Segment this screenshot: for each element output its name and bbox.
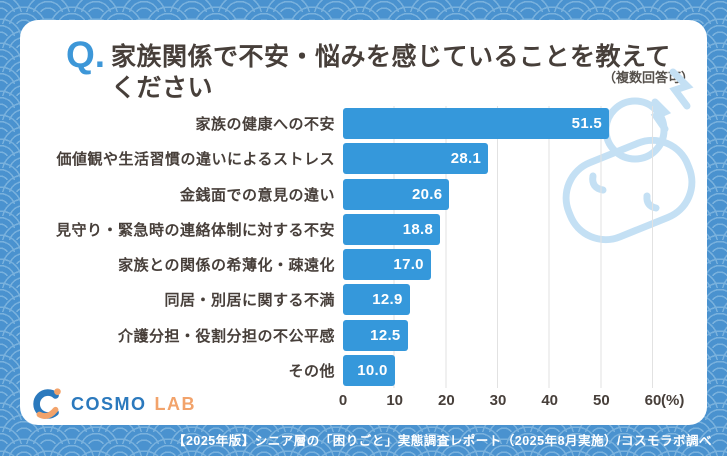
bar-value-label: 51.5 [571,115,603,133]
category-label: 価値観や生活習慣の違いによるストレス [56,151,335,169]
bar-row: その他 10.0 [20,353,673,388]
x-tick-label: 20 [437,392,455,409]
x-tick-label: 40 [541,392,558,409]
category-label: 家族との関係の希薄化・疎遠化 [118,257,335,275]
x-tick-label: 10 [386,392,403,409]
footer-source-text: 【2025年版】シニア層の「困りごと」実態調査レポート（2025年8月実施）/コ… [172,434,712,448]
bar-slot: 18.8 [343,212,653,247]
bar-slot: 12.5 [343,318,653,353]
chart-card: Q. 家族関係で不安・悩みを感じていることを教えてください （複数回答可） 家族… [20,20,707,425]
category-label: 見守り・緊急時の連絡体制に対する不安 [55,221,335,239]
bar-slot: 17.0 [343,247,653,282]
bar-row: 介護分担・役割分担の不公平感 12.5 [20,318,673,353]
bar-slot: 51.5 [343,106,653,141]
bar: 51.5 [343,108,610,140]
bar-value-label: 20.6 [412,185,443,203]
bar-slot: 12.9 [343,282,653,317]
bar-row: 価値観や生活習慣の違いによるストレス 28.1 [20,141,673,176]
category-label: 金銭面での意見の違い [179,186,335,204]
bar-value-label: 10.0 [357,361,388,379]
bar-value-label: 12.9 [372,291,403,309]
bar: 12.5 [343,319,408,351]
bar-value-label: 12.5 [370,326,401,344]
x-tick-label: 60 [644,392,662,409]
chart-title: 家族関係で不安・悩みを感じていることを教えてください [111,43,671,102]
bar-rows: 家族の健康への不安 51.5 価値観や生活習慣の違いによるストレス 28.1 金銭面での… [20,106,673,388]
bar-value-label: 18.8 [402,220,434,238]
x-axis-unit: (%) [661,392,685,409]
cosmo-lab-logo-icon [33,388,61,419]
cosmo-lab-logo: COSMO LAB [28,384,196,424]
bar: 17.0 [343,249,431,281]
bar-row: 家族との関係の希薄化・疎遠化 17.0 [20,247,673,282]
bar-slot: 28.1 [343,141,653,176]
bar-value-label: 17.0 [393,256,424,274]
bar-slot: 20.6 [343,177,653,212]
bar: 18.8 [343,213,441,245]
x-tick-label: 50 [592,392,610,409]
bar: 20.6 [343,178,450,210]
x-axis: 0 10 20 30 40 50 60 (%) [339,392,685,412]
bar: 28.1 [343,143,489,175]
bar-row: 見守り・緊急時の連絡体制に対する不安 18.8 [20,212,673,247]
category-label: 同居・別居に関する不満 [164,292,335,310]
bar-row: 同居・別居に関する不満 12.9 [20,282,673,317]
category-label: 家族の健康への不安 [195,116,335,134]
logo-text-secondary: LAB [154,393,197,414]
bar-slot: 10.0 [343,353,653,388]
bar-row: 金銭面での意見の違い 20.6 [20,177,673,212]
x-tick-label: 30 [489,392,507,409]
logo-text-primary: COSMO [71,393,147,414]
category-label: その他 [288,362,335,380]
bar: 12.9 [343,284,410,316]
bar-row: 家族の健康への不安 51.5 [20,106,673,141]
bar-value-label: 28.1 [450,150,482,168]
x-tick-label: 0 [338,392,348,409]
question-mark-label: Q. [66,34,106,75]
bar: 10.0 [343,354,395,386]
category-label: 介護分担・役割分担の不公平感 [117,327,335,345]
